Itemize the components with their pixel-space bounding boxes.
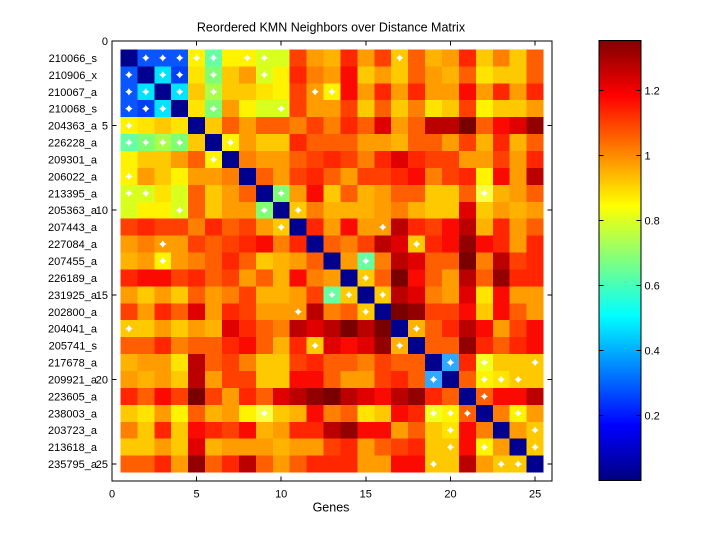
svg-text:227084_a: 227084_a [48, 239, 98, 251]
svg-text:210068_s: 210068_s [49, 104, 98, 116]
svg-text:213395_a: 213395_a [48, 188, 98, 200]
svg-text:226228_a: 226228_a [48, 138, 98, 150]
svg-text:5: 5 [194, 489, 200, 501]
svg-text:202800_a: 202800_a [48, 307, 98, 319]
svg-text:203723_a: 203723_a [48, 425, 98, 437]
svg-text:15: 15 [360, 489, 372, 501]
svg-text:15: 15 [96, 290, 108, 302]
svg-text:206022_a: 206022_a [48, 171, 98, 183]
svg-text:25: 25 [529, 489, 541, 501]
svg-text:25: 25 [96, 459, 108, 471]
svg-text:204363_a: 204363_a [48, 121, 98, 133]
svg-text:20: 20 [96, 375, 108, 387]
svg-text:231925_a: 231925_a [48, 290, 98, 302]
svg-text:0.2: 0.2 [645, 411, 660, 423]
svg-text:238003_a: 238003_a [48, 408, 98, 420]
svg-text:223605_a: 223605_a [48, 391, 98, 403]
svg-text:209301_a: 209301_a [48, 155, 98, 167]
svg-text:10: 10 [96, 205, 108, 217]
svg-text:207455_a: 207455_a [48, 256, 98, 268]
svg-text:1.2: 1.2 [645, 85, 660, 97]
svg-text:207443_a: 207443_a [48, 222, 98, 234]
svg-text:0: 0 [109, 489, 115, 501]
svg-text:209921_a: 209921_a [48, 375, 98, 387]
svg-text:20: 20 [444, 489, 456, 501]
svg-text:5: 5 [102, 121, 108, 133]
svg-text:0.6: 0.6 [645, 280, 660, 292]
svg-text:235795_a: 235795_a [48, 459, 98, 471]
svg-text:205363_a: 205363_a [48, 205, 98, 217]
svg-text:210067_a: 210067_a [48, 87, 98, 99]
svg-text:204041_a: 204041_a [48, 324, 98, 336]
svg-text:10: 10 [275, 489, 287, 501]
svg-text:210066_s: 210066_s [49, 53, 98, 65]
svg-text:217678_a: 217678_a [48, 358, 98, 370]
svg-text:205741_s: 205741_s [49, 341, 98, 353]
svg-text:0.8: 0.8 [645, 215, 660, 227]
svg-text:226189_a: 226189_a [48, 273, 98, 285]
svg-text:0.4: 0.4 [645, 345, 660, 357]
svg-text:213618_a: 213618_a [48, 442, 98, 454]
svg-text:Reordered KMN Neighbors over D: Reordered KMN Neighbors over Distance Ma… [197, 21, 466, 35]
svg-text:0: 0 [102, 36, 108, 48]
svg-text:210906_x: 210906_x [49, 70, 98, 82]
svg-text:Genes: Genes [313, 501, 350, 515]
svg-text:1: 1 [645, 150, 651, 162]
